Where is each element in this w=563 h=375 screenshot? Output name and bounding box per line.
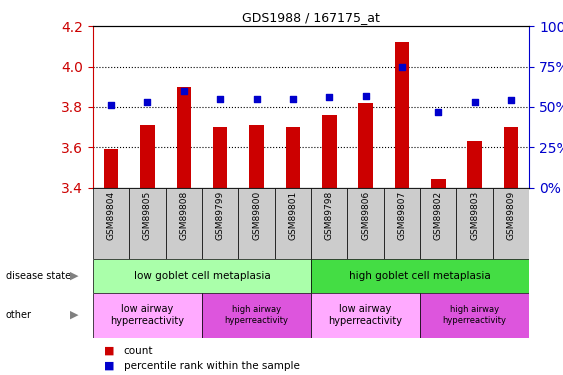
Point bbox=[325, 94, 334, 100]
Text: percentile rank within the sample: percentile rank within the sample bbox=[124, 361, 300, 370]
Bar bbox=[93, 292, 202, 338]
Bar bbox=[431, 180, 445, 188]
Bar bbox=[129, 188, 166, 259]
Point bbox=[507, 98, 516, 104]
Text: high goblet cell metaplasia: high goblet cell metaplasia bbox=[349, 271, 491, 280]
Text: GSM89798: GSM89798 bbox=[325, 191, 334, 240]
Point bbox=[397, 63, 406, 70]
Bar bbox=[384, 188, 420, 259]
Text: low airway
hyperreactivity: low airway hyperreactivity bbox=[329, 304, 403, 326]
Title: GDS1988 / 167175_at: GDS1988 / 167175_at bbox=[242, 11, 380, 24]
Bar bbox=[347, 188, 384, 259]
Bar bbox=[504, 127, 519, 188]
Text: GSM89799: GSM89799 bbox=[216, 191, 225, 240]
Bar bbox=[177, 87, 191, 188]
Bar bbox=[166, 188, 202, 259]
Bar bbox=[275, 188, 311, 259]
Bar bbox=[467, 141, 482, 188]
Text: GSM89808: GSM89808 bbox=[179, 191, 188, 240]
Point bbox=[434, 109, 443, 115]
Bar bbox=[238, 188, 275, 259]
Text: GSM89800: GSM89800 bbox=[252, 191, 261, 240]
Bar bbox=[202, 292, 311, 338]
Bar bbox=[322, 115, 337, 188]
Text: ■: ■ bbox=[104, 361, 115, 370]
Bar bbox=[311, 188, 347, 259]
Text: GSM89802: GSM89802 bbox=[434, 191, 443, 240]
Text: ▶: ▶ bbox=[70, 310, 79, 320]
Bar bbox=[493, 188, 529, 259]
Bar bbox=[358, 103, 373, 188]
Bar bbox=[285, 127, 300, 188]
Bar bbox=[311, 292, 420, 338]
Text: ■: ■ bbox=[104, 346, 115, 355]
Bar bbox=[140, 125, 155, 188]
Bar bbox=[93, 188, 129, 259]
Bar bbox=[311, 259, 529, 292]
Text: GSM89805: GSM89805 bbox=[143, 191, 152, 240]
Text: disease state: disease state bbox=[6, 271, 71, 280]
Text: high airway
hyperreactivity: high airway hyperreactivity bbox=[443, 305, 507, 325]
Point bbox=[179, 88, 188, 94]
Bar bbox=[213, 127, 227, 188]
Point bbox=[470, 99, 479, 105]
Text: ▶: ▶ bbox=[70, 271, 79, 280]
Bar bbox=[202, 188, 238, 259]
Text: low airway
hyperreactivity: low airway hyperreactivity bbox=[110, 304, 185, 326]
Bar bbox=[395, 42, 409, 188]
Text: count: count bbox=[124, 346, 153, 355]
Bar bbox=[104, 149, 118, 188]
Text: low goblet cell metaplasia: low goblet cell metaplasia bbox=[133, 271, 270, 280]
Bar bbox=[249, 125, 264, 188]
Text: GSM89803: GSM89803 bbox=[470, 191, 479, 240]
Text: GSM89801: GSM89801 bbox=[288, 191, 297, 240]
Text: GSM89806: GSM89806 bbox=[361, 191, 370, 240]
Text: GSM89809: GSM89809 bbox=[507, 191, 516, 240]
Point bbox=[216, 96, 225, 102]
Point bbox=[361, 93, 370, 99]
Text: GSM89807: GSM89807 bbox=[397, 191, 406, 240]
Bar bbox=[420, 188, 457, 259]
Text: high airway
hyperreactivity: high airway hyperreactivity bbox=[225, 305, 288, 325]
Bar bbox=[93, 259, 311, 292]
Point bbox=[143, 99, 152, 105]
Point bbox=[106, 102, 115, 108]
Text: other: other bbox=[6, 310, 32, 320]
Bar bbox=[457, 188, 493, 259]
Point bbox=[288, 96, 297, 102]
Text: GSM89804: GSM89804 bbox=[106, 191, 115, 240]
Point bbox=[252, 96, 261, 102]
Bar bbox=[420, 292, 529, 338]
